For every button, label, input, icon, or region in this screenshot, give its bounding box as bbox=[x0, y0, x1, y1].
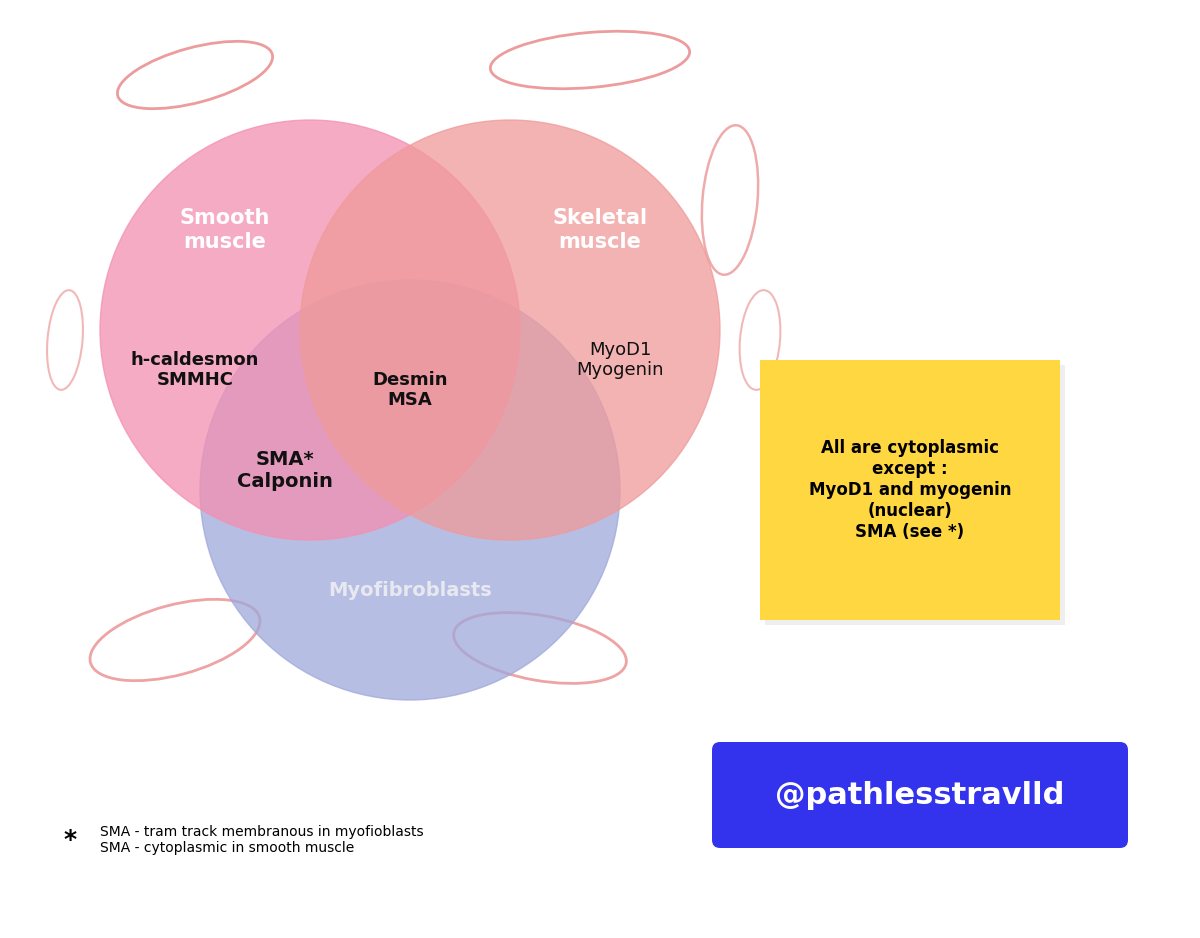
Text: SMA*
Calponin: SMA* Calponin bbox=[238, 449, 332, 491]
FancyBboxPatch shape bbox=[766, 365, 1066, 625]
Text: Skeletal
muscle: Skeletal muscle bbox=[552, 208, 648, 251]
Text: Desmin
MSA: Desmin MSA bbox=[372, 371, 448, 409]
Circle shape bbox=[100, 120, 520, 540]
FancyBboxPatch shape bbox=[712, 742, 1128, 848]
Text: All are cytoplasmic
except :
MyoD1 and myogenin
(nuclear)
SMA (see *): All are cytoplasmic except : MyoD1 and m… bbox=[809, 439, 1012, 540]
Text: @pathlesstravlld: @pathlesstravlld bbox=[775, 780, 1064, 809]
Text: SMA - tram track membranous in myofioblasts
SMA - cytoplasmic in smooth muscle: SMA - tram track membranous in myofiobla… bbox=[100, 825, 424, 855]
FancyBboxPatch shape bbox=[760, 360, 1060, 620]
Text: h-caldesmon
SMMHC: h-caldesmon SMMHC bbox=[131, 351, 259, 389]
Circle shape bbox=[200, 280, 620, 700]
Text: Smooth
muscle: Smooth muscle bbox=[180, 208, 270, 251]
Text: *: * bbox=[64, 828, 77, 852]
Text: Myofibroblasts: Myofibroblasts bbox=[328, 581, 492, 599]
Circle shape bbox=[300, 120, 720, 540]
Text: MyoD1
Myogenin: MyoD1 Myogenin bbox=[576, 340, 664, 379]
